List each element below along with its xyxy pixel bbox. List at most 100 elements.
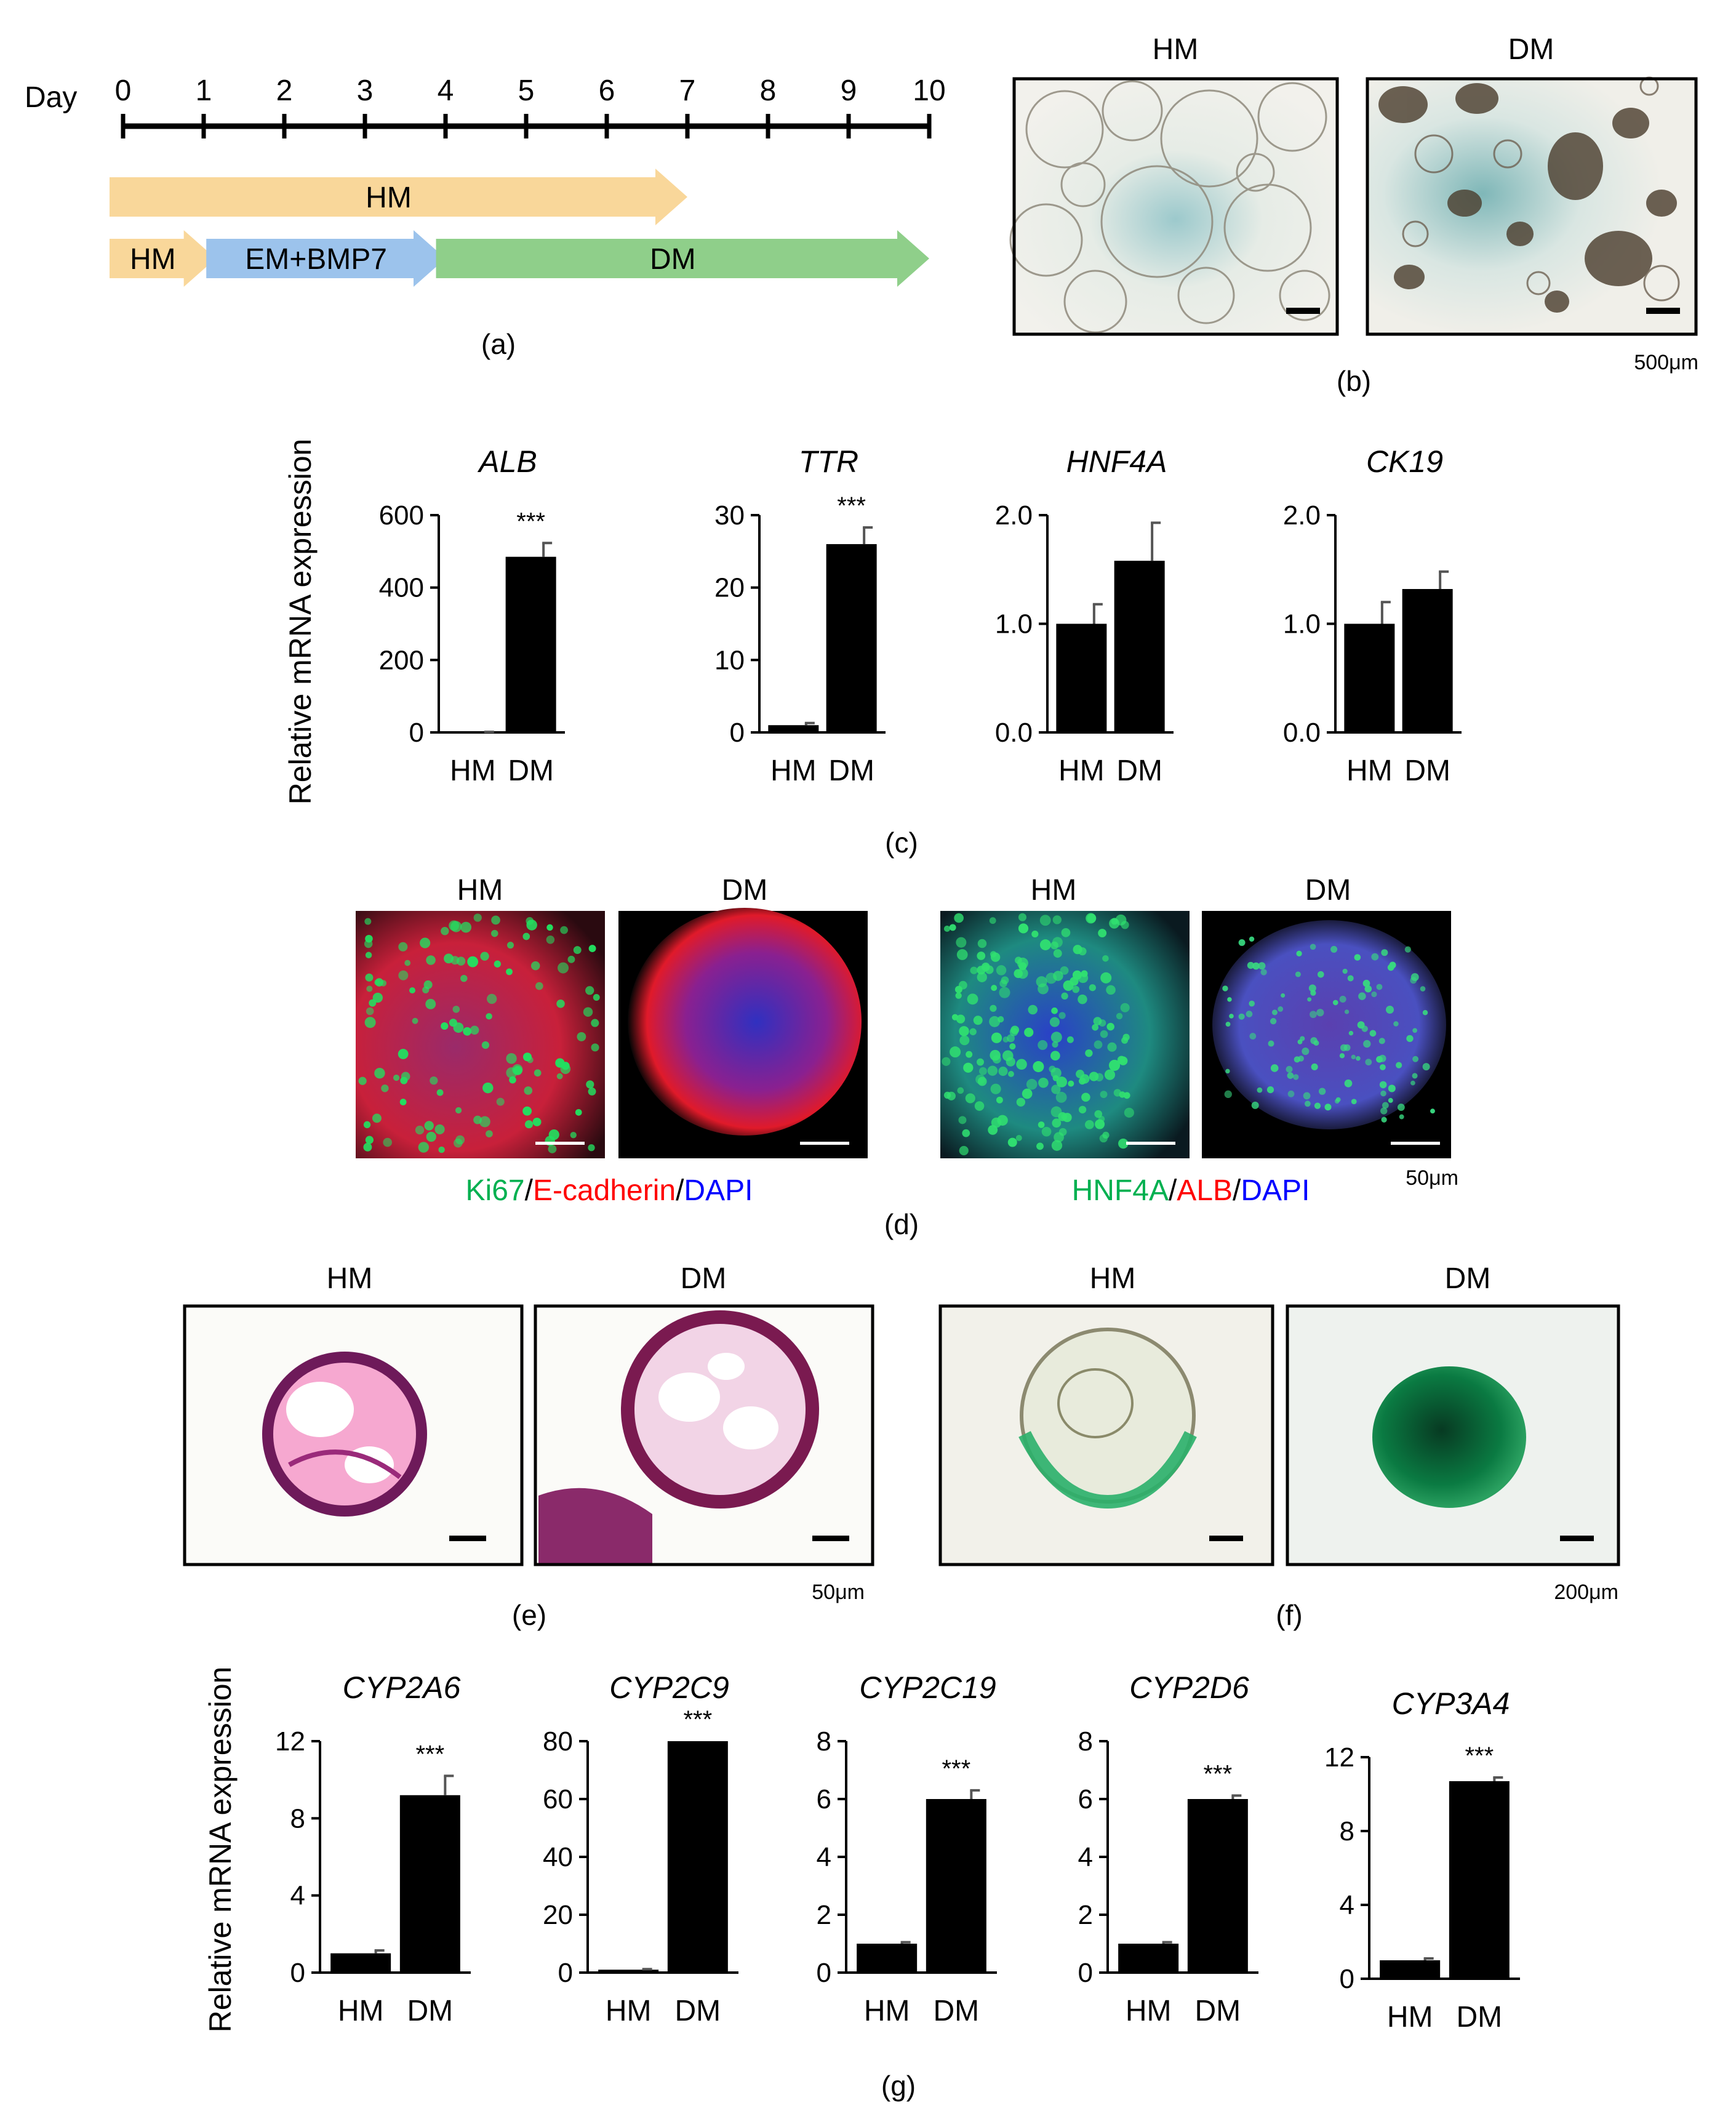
nucleus-dot [1308,984,1316,992]
y-tick-label: 200 [379,645,424,675]
nucleus-dot [1102,1131,1110,1139]
bar-dm [1449,1781,1510,1979]
chart-title: HNF4A [1066,444,1167,479]
y-tick-label: 4 [817,1842,831,1872]
category-label: DM [1404,755,1450,787]
chart-cyp2a6: CYP2A6 0 4 8 12 HM *** DM [275,1670,471,2027]
panel-d-legend-left: Ki67/E-cadherin/DAPI [466,1174,753,1207]
nucleus-dot [966,1051,973,1058]
panel-e-image-dm [534,1304,874,1566]
category-label: HM [1346,755,1393,787]
nucleus-dot [978,1067,987,1075]
nucleus-dot [1330,945,1338,953]
nucleus-dot [992,1055,1001,1064]
nucleus-dot [1016,1097,1026,1107]
panel-f-icg-uptake: HM DM 200μm (f) [938,1262,1620,1631]
nucleus-dot [522,1052,532,1062]
nucleus-dot [999,987,1010,998]
nucleus-dot [1015,1134,1022,1141]
nucleus-dot [1270,1064,1279,1072]
nucleus-dot [585,986,594,995]
panel-c-qpcr: Relative mRNA expression ALB0200400600HM… [283,439,1462,859]
nucleus-dot [967,993,978,1005]
nucleus-dot [977,1058,984,1066]
nucleus-dot [491,929,498,937]
nucleus-dot [1121,1036,1129,1044]
nucleus-dot [1286,1065,1293,1073]
significance-label: *** [683,1706,712,1733]
nucleus-dot [1422,1010,1428,1016]
nucleus-dot [479,1116,490,1128]
nucleus-dot [1339,1053,1345,1059]
nucleus-dot [591,1043,599,1052]
y-tick-label: 6 [817,1784,831,1814]
y-tick-label: 400 [379,573,424,603]
nucleus-dot [969,1028,977,1036]
nucleus-dot [1412,1056,1419,1062]
y-tick-label: 2 [817,1900,831,1930]
nucleus-dot [956,949,968,960]
nucleus-dot [1108,1059,1121,1071]
y-tick-label: 600 [379,500,424,531]
nucleus-dot [1038,983,1049,995]
panel-c-ylabel: Relative mRNA expression [283,439,318,805]
nucleus-dot [1076,1070,1084,1078]
panel-d-image-ki67-hm [356,911,605,1158]
nucleus-dot [426,955,436,965]
nucleus-dot [1246,1011,1253,1017]
legend-hnf4a: HNF4A [1072,1174,1169,1207]
legend-dapi-1: DAPI [684,1174,753,1207]
panel-b-caption: (b) [1337,365,1371,397]
nucleus-dot [1344,1009,1350,1014]
timeline-day-label: 3 [357,74,374,107]
nucleus-dot [1247,961,1255,969]
significance-label: *** [516,508,545,535]
panel-g-cyp-qpcr: Relative mRNA expression CYP2A6 0 4 8 12 HM **… [203,1667,1520,2102]
category-label: HM [338,1995,384,2027]
nucleus-dot [401,1072,410,1081]
y-tick-label: 80 [543,1726,573,1757]
nucleus-dot [383,1137,392,1147]
nucleus-dot [1089,1072,1099,1081]
nucleus-dot [1379,1081,1387,1089]
y-tick-label: 8 [817,1726,831,1757]
nucleus-dot [467,956,479,968]
nucleus-dot [963,1062,974,1073]
nucleus-dot [1104,1069,1116,1080]
nucleus-dot [1116,1012,1123,1020]
nucleus-dot [1041,1126,1052,1137]
nucleus-dot [1388,1097,1393,1103]
nucleus-dot [506,942,514,949]
nucleus-dot [1378,1038,1385,1044]
nucleus-dot [958,1116,967,1124]
chart-cyp2d6: CYP2D6 0 2 4 6 8 HM *** DM [1078,1670,1258,2027]
legend-ecadherin: E-cadherin [533,1174,676,1207]
nucleus-dot [558,962,569,974]
bar-hm [857,1944,918,1973]
nucleus-dot [1084,1120,1094,1129]
nucleus-dot [398,1049,409,1059]
y-tick-label: 20 [714,573,745,603]
category-label: DM [1195,1995,1241,2027]
timeline-day-label: 7 [679,74,696,107]
nucleus-dot [1287,1072,1294,1079]
nucleus-dot [363,1121,371,1129]
nucleus-dot [987,1065,998,1076]
nucleus-dot [990,1004,997,1012]
nucleus-dot [1061,928,1071,937]
nucleus-dot [1382,1102,1389,1109]
legend-ki67: Ki67 [466,1174,525,1207]
nucleus-dot [1310,1037,1318,1044]
panel-g-caption: (g) [881,2070,916,2102]
timeline-day-label: 0 [115,74,132,107]
nucleus-dot [535,982,543,990]
bar-dm [505,556,556,732]
nucleus-dot [1066,1036,1074,1043]
nucleus-dot [1270,1018,1277,1025]
y-tick-label: 0.0 [1283,718,1321,748]
bar-hm [768,725,819,732]
nucleus-dot [1342,968,1348,974]
nucleus-dot [1354,954,1361,961]
nucleus-dot [991,1117,1002,1128]
nucleus-dot [496,1097,505,1106]
